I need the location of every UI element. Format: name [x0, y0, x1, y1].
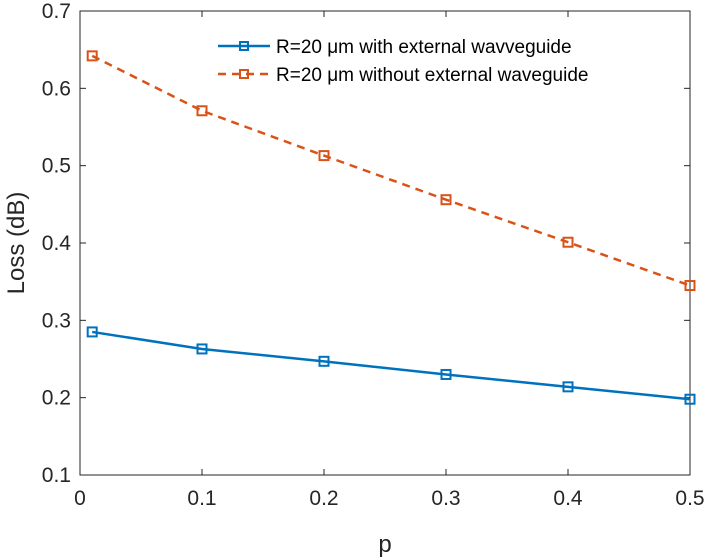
data-point-series-1 — [86, 326, 98, 338]
x-tick-label: 0.1 — [187, 487, 216, 510]
data-point-series-1 — [684, 393, 696, 405]
x-tick-label: 0.4 — [553, 487, 583, 510]
legend-label-series-2: R=20 μm without external waveguide — [276, 65, 588, 86]
series-line-2 — [91, 54, 691, 287]
data-point-series-1 — [318, 355, 330, 367]
x-axis: 0 0.1 0.2 0.3 0.4 0.5 — [74, 11, 705, 510]
data-point-series-1 — [562, 381, 574, 393]
series-line-1 — [92, 330, 691, 401]
legend-marker-series-1 — [239, 41, 249, 51]
y-tick-label: 0.2 — [42, 387, 71, 410]
data-point-series-2 — [440, 194, 452, 206]
y-tick-label: 0.6 — [42, 77, 71, 100]
series-layer — [86, 50, 696, 405]
data-point-series-2 — [318, 150, 330, 162]
legend-label-series-1: R=20 μm with external wavveguide — [276, 37, 572, 58]
y-tick-label: 0.5 — [42, 155, 71, 178]
y-tick-label: 0.3 — [42, 309, 71, 332]
y-axis: 0.1 0.2 0.3 0.4 0.5 0.6 0.7 — [42, 0, 690, 487]
x-tick-label: 0.5 — [675, 487, 704, 510]
data-point-series-2 — [196, 105, 208, 117]
y-tick-label: 0.4 — [42, 232, 72, 255]
data-point-series-1 — [196, 343, 208, 355]
x-tick-label: 0 — [74, 487, 86, 510]
x-tick-label: 0.2 — [309, 487, 338, 510]
x-axis-label: p — [378, 531, 391, 557]
y-tick-label: 0.1 — [42, 464, 71, 487]
y-tick-label: 0.7 — [42, 0, 71, 23]
legend-marker-series-2 — [239, 69, 249, 79]
legend-box — [208, 28, 678, 96]
data-point-series-2 — [562, 236, 574, 248]
x-tick-label: 0.3 — [431, 487, 460, 510]
data-point-series-2 — [684, 280, 696, 292]
data-point-series-2 — [86, 50, 98, 62]
y-axis-label: Loss (dB) — [3, 192, 30, 295]
data-point-series-1 — [440, 368, 452, 380]
legend: R=20 μm with external wavveguide R=20 μm… — [208, 28, 678, 96]
